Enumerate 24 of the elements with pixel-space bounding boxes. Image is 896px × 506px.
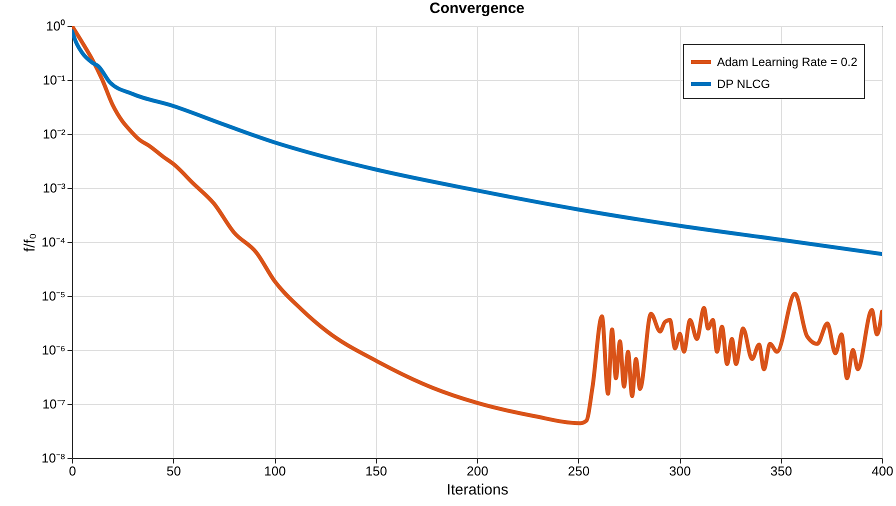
y-tick-label: 10⁻⁸ <box>42 450 66 466</box>
y-tick-label: 10⁻¹ <box>42 72 66 88</box>
legend-label: Adam Learning Rate = 0.2 <box>717 55 858 69</box>
chart-title: Convergence <box>429 0 525 17</box>
y-tick-label: 10⁻³ <box>42 180 66 196</box>
legend-label: DP NLCG <box>717 77 770 91</box>
y-tick-label: 10⁻⁷ <box>42 396 66 412</box>
x-tick-label: 50 <box>166 464 181 478</box>
x-tick-label: 350 <box>770 464 792 478</box>
x-tick-label: 200 <box>466 464 488 478</box>
y-tick-label: 10⁰ <box>46 18 66 34</box>
x-tick-label: 400 <box>872 464 894 478</box>
line-series <box>72 29 882 256</box>
y-tick-label: 10⁻² <box>42 126 66 142</box>
x-axis-title: Iterations <box>446 482 508 498</box>
y-tick-label: 10⁻⁵ <box>42 288 66 304</box>
x-tick-label: 250 <box>568 464 590 478</box>
x-tick-label: 300 <box>669 464 691 478</box>
y-tick-label: 10⁻⁶ <box>42 342 66 358</box>
x-tick-label: 0 <box>68 464 76 478</box>
y-axis-title: f/f₀ <box>21 233 38 252</box>
y-tick-label: 10⁻⁴ <box>41 234 66 250</box>
x-tick-label: 150 <box>365 464 388 478</box>
x-tick-label: 100 <box>264 464 286 478</box>
